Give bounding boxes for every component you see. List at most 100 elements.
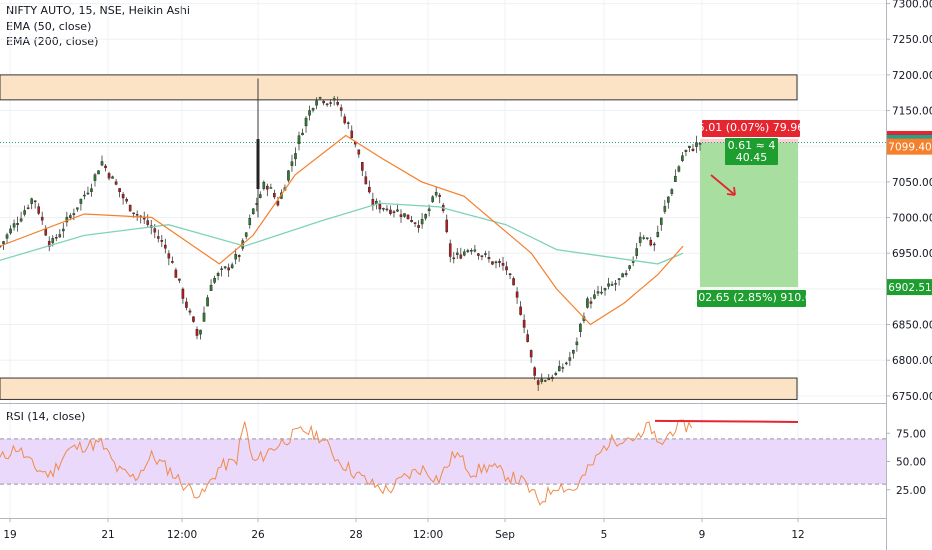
candle-body <box>470 250 473 252</box>
candle-body <box>688 145 691 149</box>
candle-body <box>69 215 72 218</box>
candle-body <box>498 260 501 263</box>
candle-body <box>156 236 160 239</box>
candle-body <box>642 237 646 239</box>
candle-body <box>181 288 185 299</box>
candle-body <box>466 250 470 253</box>
candle-body <box>596 291 600 294</box>
rsi-trendline <box>654 419 799 423</box>
candle-body <box>361 162 364 171</box>
candle-body <box>301 132 304 136</box>
candle-body <box>459 254 463 259</box>
candle-body <box>413 222 417 224</box>
candle-body <box>431 196 434 202</box>
candle-body <box>695 142 698 147</box>
candle-body <box>382 208 385 210</box>
candle-body <box>519 306 522 315</box>
candle-body <box>202 312 206 322</box>
candle-body <box>100 161 104 166</box>
candle-body <box>448 243 452 257</box>
candle-body <box>346 122 350 124</box>
candle-body <box>681 155 684 161</box>
candle-body <box>51 238 55 244</box>
candle-body <box>318 97 322 99</box>
price-tick-label: 7150.00 <box>892 106 932 118</box>
candle-body <box>607 283 610 287</box>
candle-body <box>660 217 663 225</box>
candle-body <box>195 329 199 336</box>
candle-body <box>174 269 178 278</box>
candle-body <box>104 165 107 169</box>
time-tick-label: 5 <box>601 529 608 541</box>
price-tick-label: 7050.00 <box>892 177 932 189</box>
candle-body <box>171 261 174 263</box>
candle-body <box>550 376 554 379</box>
candle-body <box>332 98 336 101</box>
candle-body <box>427 208 431 212</box>
candle-body <box>614 283 617 285</box>
candle-body <box>403 213 406 217</box>
candle-body <box>160 240 164 242</box>
candle-body <box>565 362 568 365</box>
legend-ema50: EMA (50, close) <box>6 20 92 33</box>
candle-body <box>65 216 69 223</box>
candle-body <box>438 194 441 197</box>
candle-body <box>30 198 33 204</box>
candle-body <box>273 193 276 198</box>
candle-body <box>529 350 533 358</box>
candle-body <box>350 130 354 139</box>
legend-title: NIFTY AUTO, 15, NSE, Heikin Ashi <box>6 4 190 17</box>
candle-body <box>540 378 544 382</box>
candle-body <box>491 261 494 265</box>
candle-body <box>199 329 202 335</box>
candle-body <box>512 278 515 286</box>
candle-body <box>125 199 128 202</box>
candle-body <box>368 186 371 193</box>
candle-body <box>624 272 628 276</box>
candle-body <box>153 228 157 233</box>
candle-body <box>227 267 230 271</box>
candle-body <box>9 228 12 234</box>
price-label-bg <box>887 138 932 155</box>
candle-body <box>322 100 325 104</box>
candle-body <box>315 100 318 106</box>
candle-body <box>237 255 241 257</box>
time-tick-label: Sep <box>495 529 515 541</box>
candle-body <box>294 153 297 160</box>
candle-body <box>5 234 9 239</box>
candle-body <box>269 187 273 189</box>
candle-body <box>589 301 593 304</box>
candle-body <box>424 214 427 219</box>
candle-body <box>572 350 575 354</box>
candle-body <box>146 220 150 225</box>
candle-body <box>543 380 547 382</box>
candle-body <box>142 217 146 220</box>
candle-body <box>79 198 83 204</box>
candle-body <box>40 216 44 221</box>
candle-body <box>508 273 512 275</box>
price-label-text: 7099.40 <box>888 142 931 154</box>
candle-body <box>455 252 459 255</box>
rsi-line <box>0 419 693 506</box>
candle-body <box>526 334 529 342</box>
candle-body <box>593 294 596 299</box>
candle-body <box>188 310 192 313</box>
price-tick-label: 7000.00 <box>892 213 932 225</box>
candle-body <box>420 219 424 225</box>
candle-body <box>209 285 213 291</box>
candle-body <box>557 366 561 372</box>
candle-body <box>220 268 223 270</box>
arrow-head <box>726 186 736 196</box>
candle-body <box>290 161 294 166</box>
candle-body <box>547 377 551 381</box>
candle-body <box>635 248 638 256</box>
candle-body <box>262 181 266 189</box>
candle-body <box>561 367 565 369</box>
candle-body <box>554 372 558 376</box>
candle-body <box>385 208 389 211</box>
candle-body <box>600 291 603 294</box>
rsi-tick-label: 50.00 <box>896 457 926 469</box>
demand-zone <box>0 377 798 400</box>
candle-body <box>297 135 301 145</box>
